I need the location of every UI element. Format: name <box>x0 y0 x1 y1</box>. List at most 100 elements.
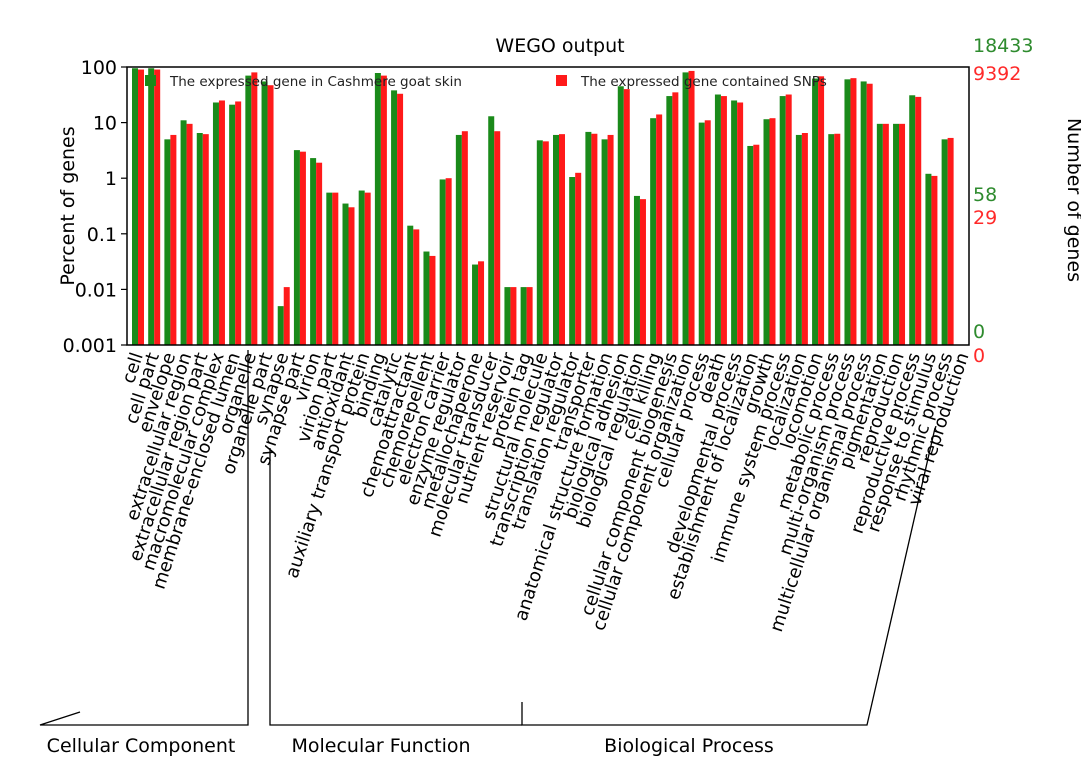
bar-red <box>575 172 582 345</box>
bar-red <box>299 151 306 345</box>
bar-red <box>461 131 468 345</box>
bar-green <box>261 81 268 345</box>
right-tick-label: 58 <box>973 184 997 206</box>
bar-green <box>148 68 155 345</box>
y-tick-label: 0.001 <box>63 335 117 357</box>
bar-red <box>267 85 274 346</box>
bar-green <box>245 75 252 345</box>
y-tick-label: 0.1 <box>87 224 117 246</box>
bar-red <box>138 69 144 345</box>
bar-green <box>812 78 819 345</box>
plot-area <box>126 66 970 346</box>
bar-green <box>601 139 608 345</box>
bar-red <box>915 96 922 345</box>
bar-red <box>429 255 436 345</box>
bar-green <box>326 192 333 345</box>
bar-red <box>607 134 614 345</box>
bar-red <box>510 287 517 345</box>
bar-green <box>585 131 592 345</box>
bar-green <box>893 123 900 346</box>
bar-green <box>909 95 916 345</box>
bar-green <box>569 177 576 345</box>
bar-red <box>704 120 711 345</box>
bar-red <box>785 94 792 345</box>
bar-green <box>520 287 527 345</box>
bar-green <box>439 179 446 345</box>
bar-green <box>293 150 300 345</box>
bar-red <box>202 134 209 345</box>
bar-green <box>423 251 430 345</box>
group-label: Cellular Component <box>47 735 236 757</box>
bar-red <box>364 192 371 345</box>
bar-red <box>235 101 242 345</box>
bar-green <box>536 140 543 345</box>
bar-green <box>132 68 138 345</box>
bar-red <box>283 287 290 345</box>
group-bracket <box>521 427 936 726</box>
bar-red <box>834 133 841 345</box>
bar-green <box>650 118 657 345</box>
right-tick-label: 18433 <box>973 35 1033 57</box>
bar-red <box>947 137 954 345</box>
bar-green <box>876 123 883 346</box>
bar-green <box>795 134 802 345</box>
bar-green <box>472 264 479 345</box>
bar-green <box>763 119 770 346</box>
y-tick-label: 10 <box>93 113 117 135</box>
group-labels: Cellular Component Molecular Function Biol… <box>47 735 774 757</box>
bar-green <box>212 102 219 345</box>
legend-swatch-red <box>556 75 567 86</box>
bar-red <box>332 192 339 345</box>
legend-label-red: The expressed gene contained SNPs <box>580 74 827 90</box>
bar-green <box>358 190 365 345</box>
bar-green <box>196 133 203 345</box>
bar-green <box>229 104 236 346</box>
bar-green <box>828 134 835 345</box>
y-tick-label: 100 <box>81 57 117 79</box>
bar-red <box>850 78 857 345</box>
bar-green <box>277 306 284 345</box>
bar-green <box>925 173 932 345</box>
bar-red <box>478 261 485 345</box>
bar-green <box>310 158 317 345</box>
bar-red <box>186 123 193 346</box>
bar-green <box>731 100 738 345</box>
bar-red <box>720 96 727 346</box>
right-tick-label: 9392 <box>973 63 1021 85</box>
bar-red <box>623 89 630 346</box>
bar-red <box>526 287 533 345</box>
bar-green <box>374 72 381 345</box>
bar-green <box>342 203 349 345</box>
bar-green <box>617 86 624 346</box>
bar-green <box>164 139 171 345</box>
bar-green <box>941 139 948 345</box>
bar-red <box>656 114 663 345</box>
bar-red <box>818 76 825 346</box>
bar-red <box>380 75 387 345</box>
bar-red <box>882 123 889 346</box>
bar-red <box>397 93 404 345</box>
bar-green <box>698 122 705 345</box>
group-bracket <box>39 350 249 726</box>
bar-green <box>455 134 462 345</box>
left-axis: 100 10 1 0.1 0.01 0.001 <box>63 57 127 357</box>
bar-green <box>779 96 786 346</box>
bar-red <box>154 69 161 345</box>
bar-green <box>407 225 414 345</box>
y-tick-label: 0.01 <box>75 279 117 301</box>
bar-red <box>348 207 355 345</box>
bar-red <box>170 134 177 345</box>
bar-red <box>639 199 646 345</box>
legend-swatch-green <box>145 75 156 86</box>
bar-red <box>866 83 873 345</box>
bar-red <box>251 72 258 346</box>
bar-red <box>316 162 323 345</box>
right-tick-label: 0 <box>973 321 985 343</box>
bar-red <box>899 123 906 346</box>
bar-red <box>753 144 760 345</box>
bar-green <box>682 72 689 346</box>
legend-label-green: The expressed gene in Cashmere goat skin <box>169 74 462 90</box>
bar-red <box>769 118 776 345</box>
bar-red <box>218 100 225 345</box>
bar-red <box>737 102 744 345</box>
